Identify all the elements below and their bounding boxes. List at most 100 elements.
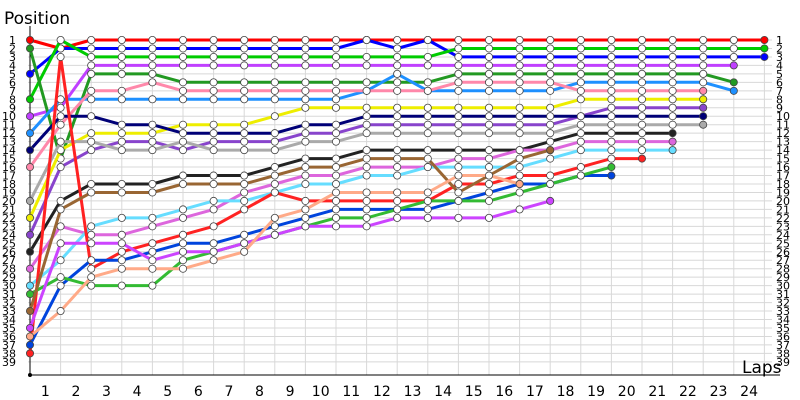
data-point (454, 69, 463, 78)
data-point (760, 44, 769, 53)
data-point (240, 188, 249, 197)
data-point (301, 137, 310, 146)
data-point (301, 222, 310, 231)
data-point (515, 103, 524, 112)
data-point (729, 36, 738, 45)
data-point (699, 52, 708, 61)
data-point (668, 112, 677, 121)
y-tick-label: 4 (9, 59, 16, 72)
series-8 (25, 95, 708, 222)
y-tick-label: 37 (2, 339, 16, 352)
y-tick-label: 29 (2, 271, 16, 284)
data-point (454, 179, 463, 188)
data-point (638, 129, 647, 138)
data-point (209, 239, 218, 248)
y-tick-label-right: 2 (776, 42, 783, 55)
data-point (423, 154, 432, 163)
data-point (638, 78, 647, 87)
data-point (423, 61, 432, 70)
x-tick-label: 15 (465, 384, 483, 400)
data-point (362, 205, 371, 214)
data-point (362, 154, 371, 163)
data-point (117, 137, 126, 146)
data-point (148, 222, 157, 231)
data-point (240, 44, 249, 53)
x-tick-label: 11 (342, 384, 360, 400)
data-point (668, 78, 677, 87)
data-point (178, 213, 187, 222)
data-point (423, 120, 432, 129)
data-point (576, 112, 585, 121)
data-point (699, 86, 708, 95)
data-point (87, 230, 96, 239)
data-point (362, 196, 371, 205)
series-16 (25, 171, 616, 349)
data-point (515, 36, 524, 45)
data-point (270, 163, 279, 172)
y-tick-label-right: 38 (776, 347, 790, 360)
data-point (393, 78, 402, 87)
data-point (484, 171, 493, 180)
x-tick-label: 22 (679, 384, 697, 400)
y-tick-label: 31 (2, 288, 16, 301)
data-point (240, 171, 249, 180)
data-point (423, 213, 432, 222)
data-point (515, 146, 524, 155)
y-tick-label: 35 (2, 322, 16, 335)
data-point (240, 230, 249, 239)
data-point (301, 95, 310, 104)
data-point (362, 188, 371, 197)
data-point (576, 129, 585, 138)
data-point (668, 86, 677, 95)
data-point (423, 146, 432, 155)
y-tick-label: 17 (2, 170, 16, 183)
data-point (117, 61, 126, 70)
series-line (28, 174, 613, 347)
y-tick-label: 22 (2, 212, 16, 225)
data-point (546, 103, 555, 112)
series-line (28, 63, 736, 118)
y-tick-label-right: 23 (776, 220, 790, 233)
data-point (576, 163, 585, 172)
data-point (148, 52, 157, 61)
series-2 (25, 36, 769, 78)
data-point (393, 69, 402, 78)
data-point (178, 247, 187, 256)
data-point (546, 120, 555, 129)
y-tick-label-right: 32 (776, 297, 790, 310)
data-point (546, 154, 555, 163)
data-point (270, 44, 279, 53)
data-point (270, 86, 279, 95)
data-point (607, 103, 616, 112)
data-point (484, 146, 493, 155)
data-point (546, 36, 555, 45)
data-point (56, 307, 65, 316)
data-point (607, 86, 616, 95)
y-tick-label: 3 (9, 51, 16, 64)
data-point (515, 61, 524, 70)
data-point (240, 247, 249, 256)
data-point (270, 171, 279, 180)
data-point (25, 95, 34, 104)
data-point (148, 247, 157, 256)
data-point (607, 129, 616, 138)
data-point (454, 188, 463, 197)
data-point (484, 154, 493, 163)
data-point (393, 103, 402, 112)
y-tick-label: 12 (2, 127, 16, 140)
data-point (607, 163, 616, 172)
data-point (638, 137, 647, 146)
data-point (454, 78, 463, 87)
data-point (270, 61, 279, 70)
data-point (607, 69, 616, 78)
data-point (607, 61, 616, 70)
data-point (331, 61, 340, 70)
y-tick-label: 33 (2, 305, 16, 318)
data-point (454, 36, 463, 45)
x-axis-title: Laps (742, 358, 782, 378)
x-tick-label: 17 (526, 384, 544, 400)
data-point (546, 137, 555, 146)
data-point (607, 137, 616, 146)
data-point (117, 239, 126, 248)
y-tick-label: 7 (9, 85, 16, 98)
